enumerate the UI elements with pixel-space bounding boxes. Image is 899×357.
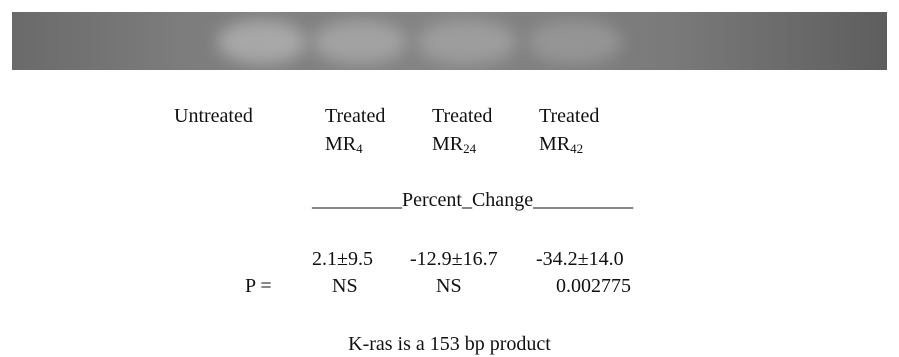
section-header: _________Percent_Change__________ (312, 190, 633, 210)
lane-label: Treated (539, 106, 599, 126)
gel-band (527, 20, 622, 64)
sublabel-text: MR (539, 133, 570, 155)
lane-label: Treated (325, 106, 385, 126)
figure: Untreated Treated Treated Treated MR4 MR… (0, 0, 899, 357)
subscript: 24 (463, 141, 476, 156)
lane-sublabel: MR42 (539, 134, 583, 155)
p-value: 0.002775 (556, 276, 631, 296)
subscript: 42 (570, 141, 583, 156)
gel-band (217, 20, 307, 64)
lane-sublabel: MR4 (325, 134, 363, 155)
lane-label: Treated (432, 106, 492, 126)
subscript: 4 (356, 141, 363, 156)
p-label: P = (245, 276, 272, 296)
footer-note: K-ras is a 153 bp product (0, 334, 899, 354)
sublabel-text: MR (325, 133, 356, 155)
p-value: NS (332, 276, 358, 296)
percent-change: -12.9±16.7 (410, 249, 498, 269)
lane-sublabel: MR24 (432, 134, 476, 155)
p-value: NS (436, 276, 462, 296)
lane-label: Untreated (174, 106, 253, 126)
gel-image (12, 12, 887, 70)
percent-change: 2.1±9.5 (312, 249, 373, 269)
percent-change: -34.2±14.0 (536, 249, 624, 269)
gel-band (312, 20, 407, 64)
sublabel-text: MR (432, 133, 463, 155)
gel-band (417, 20, 517, 64)
